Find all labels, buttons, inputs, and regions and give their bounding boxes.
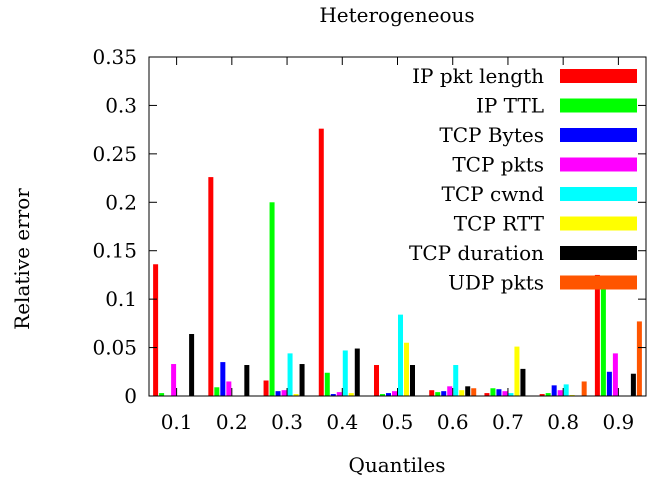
bar-ip-ttl-q0.8: [545, 393, 551, 396]
bar-ip-pkt-length-q0.6: [429, 390, 435, 396]
bar-tcp-rtt-q0.5: [404, 342, 409, 396]
bar-udp-pkts-q0.6: [471, 388, 477, 396]
legend-swatch-udp-pkts: [560, 275, 637, 290]
legend: IP pkt length IP TTL TCP Bytes TCP pkts TCP …: [409, 64, 637, 295]
y-tick-label: 0.35: [92, 45, 137, 69]
bar-tcp-duration-q0.5: [410, 365, 415, 396]
bar-tcp-duration-q0.1: [189, 334, 195, 396]
bar-tcp-cwnd-q0.4: [342, 350, 348, 396]
bar-ip-ttl-q0.2: [214, 387, 220, 396]
bar-tcp-bytes-q0.5: [386, 393, 391, 396]
bar-ip-pkt-length-q0.2: [208, 177, 214, 396]
bar-tcp-cwnd-q0.7: [508, 393, 514, 396]
legend-label-tcp-duration: TCP duration: [409, 241, 544, 265]
bar-tcp-cwnd-q0.5: [398, 314, 403, 396]
legend-label-tcp-bytes: TCP Bytes: [439, 123, 544, 147]
bar-ip-pkt-length-q0.5: [374, 365, 379, 396]
x-tick-label: 0.5: [382, 410, 414, 434]
x-tick-label: 0.6: [437, 410, 469, 434]
bar-tcp-pkts-q0.6: [447, 386, 453, 396]
bar-ip-ttl-q0.7: [490, 388, 496, 396]
bar-ip-ttl-q0.9: [600, 284, 606, 396]
bar-ip-ttl-q0.5: [380, 394, 385, 396]
y-axis-label: Relative error: [10, 188, 34, 330]
legend-swatch-tcp-bytes: [560, 128, 637, 142]
bar-tcp-cwnd-q0.3: [287, 353, 293, 396]
bar-ip-ttl-q0.6: [435, 392, 441, 396]
bar-tcp-pkts-q0.5: [392, 391, 397, 396]
bar-tcp-cwnd-q0.8: [563, 384, 569, 396]
bar-ip-ttl-q0.4: [324, 372, 330, 396]
plot-area: 0 0.05 0.1 0.15 0.2 0.25 0.3 0.35 0.1 0.2 0.3 0.4 0.…: [92, 45, 647, 434]
legend-label-udp-pkts: UDP pkts: [448, 271, 544, 295]
bar-udp-pkts-q0.9: [636, 321, 642, 396]
x-tick-label: 0.2: [216, 410, 248, 434]
bar-ip-ttl-q0.1: [159, 393, 165, 396]
bar-tcp-rtt-q0.7: [514, 346, 520, 396]
chart-title: Heterogeneous: [319, 3, 474, 27]
bar-tcp-duration-q0.9: [630, 373, 636, 396]
legend-swatch-tcp-rtt: [560, 216, 637, 231]
bar-ip-pkt-length-q0.7: [484, 393, 490, 396]
bar-tcp-rtt-q0.6: [459, 390, 465, 396]
x-tick-label: 0.9: [602, 410, 634, 434]
bar-ip-ttl-q0.3: [269, 202, 275, 396]
y-tick-label: 0.15: [92, 239, 137, 263]
legend-swatch-ip-ttl: [560, 98, 637, 113]
legend-label-ip-pkt-length: IP pkt length: [412, 64, 544, 88]
bar-tcp-duration-q0.3: [299, 364, 305, 396]
y-tick-label: 0.25: [92, 142, 137, 166]
legend-swatch-tcp-pkts: [560, 157, 637, 172]
bar-ip-pkt-length-q0.9: [594, 274, 600, 396]
x-tick-label: 0.8: [547, 410, 579, 434]
legend-label-ip-ttl: IP TTL: [476, 94, 544, 118]
x-axis-label: Quantiles: [348, 453, 445, 477]
bar-ip-pkt-length-q0.3: [263, 380, 269, 396]
y-tick-label: 0.1: [105, 287, 137, 311]
legend-label-tcp-pkts: TCP pkts: [452, 153, 544, 177]
bar-tcp-bytes-q0.8: [551, 385, 557, 396]
legend-swatch-tcp-duration: [560, 246, 637, 260]
bar-tcp-pkts-q0.3: [281, 390, 287, 396]
bar-tcp-pkts-q0.9: [612, 353, 618, 396]
bar-tcp-bytes-q0.6: [441, 391, 447, 396]
bar-ip-pkt-length-q0.4: [318, 128, 324, 397]
bar-tcp-bytes-q0.9: [606, 371, 612, 396]
bar-ip-pkt-length-q0.1: [153, 264, 159, 396]
bar-ip-pkt-length-q0.8: [539, 394, 545, 396]
bar-tcp-bytes-q0.2: [220, 362, 226, 396]
bar-tcp-rtt-q0.3: [293, 394, 299, 396]
bar-tcp-duration-q0.4: [354, 348, 360, 396]
y-tick-label: 0.2: [105, 190, 137, 214]
bar-tcp-bytes-q0.3: [275, 391, 281, 396]
bar-tcp-cwnd-q0.6: [453, 365, 459, 396]
y-tick-label: 0.05: [92, 336, 137, 360]
bar-tcp-duration-q0.6: [465, 386, 471, 396]
bar-tcp-pkts-q0.4: [336, 392, 342, 396]
x-tick-label: 0.4: [326, 410, 358, 434]
legend-swatch-ip-pkt-length: [560, 69, 637, 83]
bar-tcp-bytes-q0.4: [330, 394, 336, 396]
bar-tcp-pkts-q0.2: [226, 381, 232, 396]
bar-tcp-pkts-q0.8: [557, 390, 563, 396]
bar-tcp-duration-q0.7: [520, 368, 526, 396]
legend-label-tcp-cwnd: TCP cwnd: [442, 182, 545, 206]
y-tick-label: 0: [124, 384, 137, 408]
bar-tcp-bytes-q0.7: [496, 389, 502, 396]
bar-tcp-rtt-q0.4: [348, 393, 354, 396]
legend-label-tcp-rtt: TCP RTT: [454, 212, 545, 236]
y-tick-label: 0.3: [105, 93, 137, 117]
x-tick-label: 0.3: [271, 410, 303, 434]
bar-udp-pkts-q0.8: [581, 381, 587, 396]
bar-tcp-pkts-q0.7: [502, 391, 508, 396]
x-tick-label: 0.1: [161, 410, 193, 434]
bar-tcp-duration-q0.2: [244, 365, 250, 396]
x-tick-label: 0.7: [492, 410, 524, 434]
legend-swatch-tcp-cwnd: [560, 187, 637, 201]
bar-tcp-pkts-q0.1: [171, 364, 177, 396]
